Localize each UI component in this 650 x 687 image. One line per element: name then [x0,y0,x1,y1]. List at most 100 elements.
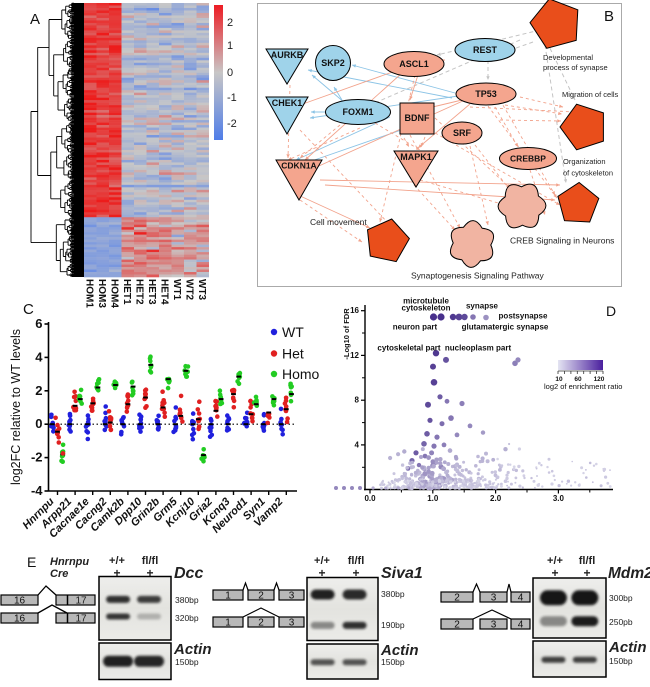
svg-text:17: 17 [75,596,87,607]
svg-text:4: 4 [518,593,524,604]
svg-text:Synaptogenesis Signaling Pathw: Synaptogenesis Signaling Pathway [411,271,545,281]
svg-text:+: + [551,566,558,580]
svg-text:of cytoskeleton: of cytoskeleton [563,169,613,178]
svg-text:TP53: TP53 [475,89,497,99]
svg-text:process of synapse: process of synapse [543,63,608,72]
svg-text:Cell movement: Cell movement [310,217,367,227]
svg-text:+: + [583,566,590,580]
svg-text:microtubule: microtubule [403,297,449,306]
svg-text:FOXM1: FOXM1 [342,107,373,117]
svg-text:fl/fl: fl/fl [348,555,365,567]
svg-text:3.0: 3.0 [553,494,565,503]
svg-text:fl/fl: fl/fl [142,555,159,567]
svg-text:16: 16 [14,614,26,625]
svg-text:380bp: 380bp [381,589,405,599]
svg-text:4: 4 [518,620,524,631]
svg-text:380bp: 380bp [175,595,199,605]
svg-text:Het: Het [282,346,304,362]
svg-text:150bp: 150bp [609,656,633,666]
svg-text:Mdm2: Mdm2 [608,565,650,582]
svg-text:-2: -2 [31,450,43,465]
svg-text:Developmental: Developmental [543,53,593,62]
svg-text:glutamatergic synapse: glutamatergic synapse [462,323,549,332]
svg-text:Hnrnpu: Hnrnpu [50,556,89,568]
svg-text:cytoskeletal part: cytoskeletal part [377,344,440,353]
svg-text:2: 2 [454,620,460,631]
svg-text:10: 10 [555,376,563,383]
svg-text:nucleoplasm part: nucleoplasm part [445,344,512,353]
svg-text:1: 1 [227,40,233,52]
svg-text:1: 1 [225,591,231,602]
svg-text:CHEK1: CHEK1 [272,98,303,108]
svg-text:HOM4: HOM4 [109,279,120,308]
svg-text:2: 2 [258,618,264,629]
svg-text:2: 2 [227,17,233,29]
svg-text:250pb: 250pb [609,617,633,627]
svg-text:Actin: Actin [380,642,419,659]
svg-text:CDKN1A: CDKN1A [281,161,316,171]
svg-text:Cre: Cre [50,568,68,580]
svg-text:WT2: WT2 [184,279,195,301]
svg-text:E: E [27,554,36,570]
svg-text:150bp: 150bp [381,657,405,667]
svg-text:A: A [30,11,40,28]
svg-text:12: 12 [350,351,359,360]
svg-text:ASCL1: ASCL1 [399,59,429,69]
svg-text:Migration of cells: Migration of cells [562,90,619,99]
svg-text:3: 3 [491,620,497,631]
svg-text:Siva1: Siva1 [381,565,423,582]
svg-text:190bp: 190bp [381,620,405,630]
svg-text:REST: REST [473,45,498,55]
svg-text:-2: -2 [227,118,237,130]
svg-text:0: 0 [227,67,233,79]
svg-text:17: 17 [75,614,87,625]
svg-text:+: + [113,566,120,580]
svg-text:-Log10 of FDR: -Log10 of FDR [342,308,351,360]
svg-text:16: 16 [350,306,359,315]
svg-text:1.0: 1.0 [427,494,439,503]
svg-text:-1: -1 [227,92,237,104]
svg-text:D: D [606,303,616,319]
svg-text:+: + [318,566,325,580]
svg-text:neuron part: neuron part [393,323,438,332]
svg-text:0.0: 0.0 [364,494,376,503]
svg-text:16: 16 [14,596,26,607]
svg-text:2: 2 [454,593,460,604]
svg-text:log2 of enrichment ratio: log2 of enrichment ratio [544,382,622,391]
svg-text:150bp: 150bp [175,657,199,667]
svg-text:WT1: WT1 [171,279,182,301]
svg-text:Organization: Organization [563,157,606,166]
svg-text:HOM1: HOM1 [84,279,95,308]
svg-text:+/+: +/+ [109,555,125,567]
svg-text:Homo: Homo [282,366,320,382]
svg-text:2.0: 2.0 [490,494,502,503]
svg-text:SKP2: SKP2 [321,58,345,68]
svg-text:-4: -4 [31,483,43,498]
svg-text:300bp: 300bp [609,593,633,603]
svg-text:4: 4 [35,349,43,364]
svg-text:HET4: HET4 [159,279,170,305]
svg-text:MAPK1: MAPK1 [400,152,432,162]
svg-text:Actin: Actin [608,639,647,656]
svg-text:1: 1 [225,618,231,629]
svg-text:C: C [23,301,34,318]
svg-text:+/+: +/+ [547,555,563,567]
svg-text:postsynapse: postsynapse [499,312,548,321]
svg-text:60: 60 [574,376,582,383]
svg-text:Actin: Actin [173,641,212,658]
svg-text:HET2: HET2 [134,279,145,305]
svg-text:Dcc: Dcc [174,565,203,582]
svg-text:WT3: WT3 [196,279,207,301]
svg-text:synapse: synapse [466,302,499,311]
svg-text:cytoskeleton: cytoskeleton [402,304,451,313]
svg-text:CREBBP: CREBBP [510,154,546,164]
svg-text:+/+: +/+ [314,555,330,567]
svg-text:+: + [352,566,359,580]
svg-text:HET1: HET1 [121,279,132,305]
svg-text:log2FC relative to WT levels: log2FC relative to WT levels [9,329,23,485]
svg-text:HOM3: HOM3 [96,279,107,308]
svg-text:WT: WT [282,324,304,340]
svg-text:B: B [604,8,614,25]
svg-text:HET3: HET3 [146,279,157,305]
svg-text:AURKB: AURKB [271,50,304,60]
